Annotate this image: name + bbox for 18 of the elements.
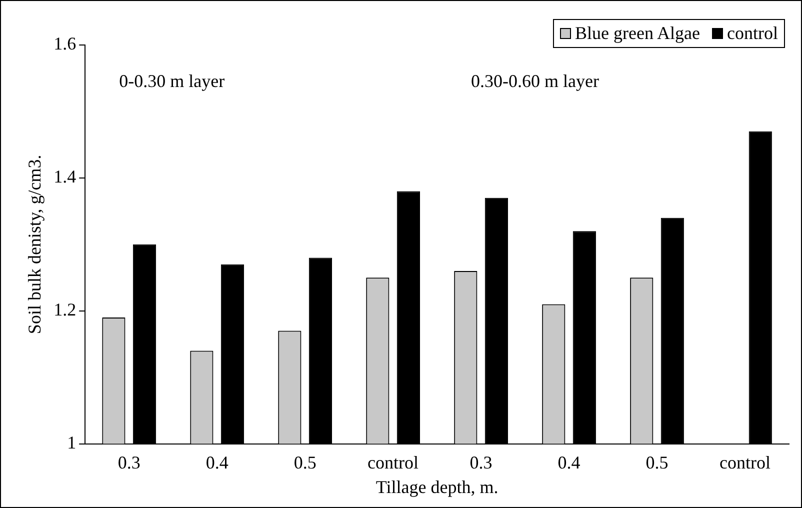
x-tick-label: 0.3 bbox=[118, 452, 140, 472]
x-axis-title: Tillage depth, m. bbox=[376, 476, 498, 497]
annotation: 0-0.30 m layer bbox=[119, 71, 225, 91]
y-axis-title: Soil bulk denisty, g/cm3. bbox=[24, 154, 45, 334]
x-tick-label: 0.5 bbox=[646, 452, 668, 472]
x-tick-label: control bbox=[720, 452, 771, 472]
y-tick-label: 1.2 bbox=[54, 300, 76, 320]
y-tick-label: 1 bbox=[67, 432, 76, 453]
x-tick-label: 0.5 bbox=[294, 452, 316, 472]
legend-label: Blue green Algae bbox=[575, 23, 700, 44]
legend-label: control bbox=[727, 23, 778, 44]
x-tick-label: control bbox=[368, 452, 419, 472]
x-tick-label: 0.4 bbox=[206, 452, 228, 472]
y-tick-label: 1.4 bbox=[54, 166, 76, 187]
x-tick-label: 0.4 bbox=[558, 452, 580, 472]
annotation: 0.30-0.60 m layer bbox=[471, 71, 600, 91]
y-tick-label: 1.6 bbox=[54, 34, 76, 54]
x-tick-label: 0.3 bbox=[470, 452, 492, 472]
